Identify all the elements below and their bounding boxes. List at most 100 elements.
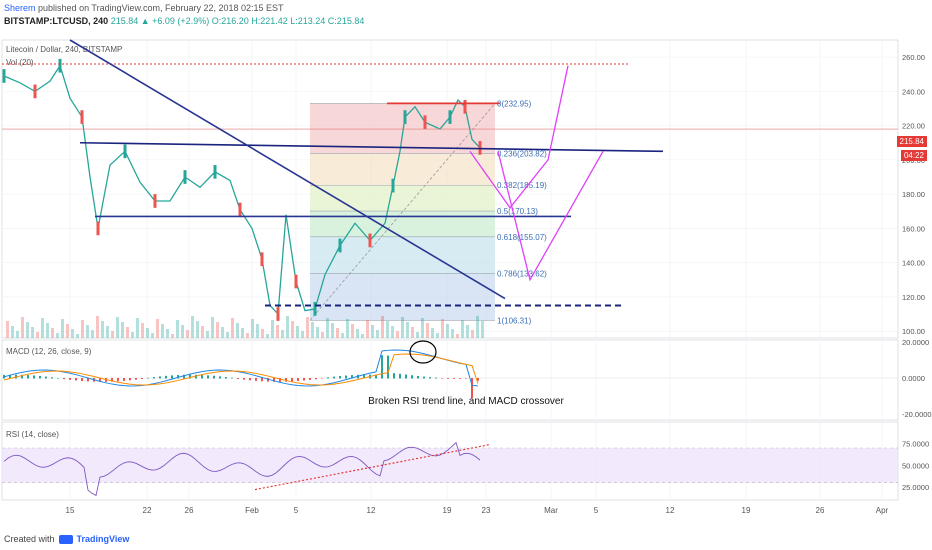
y-tick-label: 180.00 <box>902 190 925 199</box>
x-tick-label: 5 <box>294 506 299 515</box>
y-tick-label: 100.00 <box>902 327 925 336</box>
volume-bar <box>211 317 214 338</box>
volume-bar <box>431 328 434 338</box>
x-tick-label: 5 <box>594 506 599 515</box>
volume-bar <box>436 333 439 338</box>
volume-bar <box>286 316 289 338</box>
current-price-tag: 215.84 <box>896 136 927 147</box>
fib-zone <box>310 185 495 212</box>
volume-bar <box>341 333 344 338</box>
macd-histogram-bar <box>171 375 173 379</box>
volume-bar <box>421 318 424 338</box>
volume-bar <box>281 330 284 338</box>
volume-bar <box>401 317 404 338</box>
tradingview-link[interactable]: TradingView <box>76 534 130 544</box>
volume-bar <box>251 319 254 338</box>
volume-bar <box>441 319 444 338</box>
volume-bar <box>191 316 194 338</box>
volume-bar <box>416 332 419 338</box>
candle <box>448 110 452 124</box>
footer: Created with TradingView <box>4 534 129 544</box>
macd-histogram-bar <box>141 378 143 380</box>
x-tick-label: 19 <box>443 506 452 515</box>
macd-line <box>3 349 479 387</box>
volume-bar <box>136 318 139 338</box>
ticker-symbol[interactable]: BITSTAMP:LTCUSD, 240 <box>4 16 109 26</box>
volume-bar <box>351 324 354 338</box>
volume-bar <box>116 317 119 338</box>
volume-bar <box>16 331 19 338</box>
author-name[interactable]: Sherem <box>4 3 36 13</box>
rsi-band <box>2 448 898 483</box>
macd-histogram-bar <box>231 377 233 379</box>
macd-histogram-bar <box>9 374 11 379</box>
projection-arrow <box>497 151 604 282</box>
volume-bar <box>11 326 14 338</box>
volume-bar <box>106 326 109 338</box>
x-tick-label: Feb <box>245 506 259 515</box>
candle <box>313 302 317 316</box>
macd-histogram-bar <box>327 377 329 379</box>
macd-histogram-bar <box>111 378 113 382</box>
volume-bar <box>396 331 399 338</box>
macd-histogram-bar <box>135 378 137 380</box>
volume-bar <box>226 332 229 338</box>
rsi-y-tick: 75.0000 <box>902 440 929 449</box>
y-tick-label: 120.00 <box>902 293 925 302</box>
volume-bar <box>111 331 114 338</box>
volume-bar <box>271 320 274 338</box>
macd-histogram-bar <box>285 378 287 382</box>
macd-histogram-bar <box>201 374 203 379</box>
macd-histogram-bar <box>465 378 467 379</box>
macd-histogram-bar <box>291 378 293 382</box>
volume-bar <box>101 321 104 338</box>
candle <box>238 202 242 217</box>
macd-label: MACD (12, 26, close, 9) <box>6 347 92 356</box>
candle <box>2 69 6 83</box>
volume-bar <box>156 319 159 338</box>
candle <box>403 110 407 124</box>
volume-bar <box>386 321 389 338</box>
volume-bar <box>21 317 24 338</box>
volume-bar <box>331 323 334 338</box>
macd-histogram-bar <box>267 378 269 382</box>
macd-histogram-bar <box>363 374 365 379</box>
volume-bar <box>91 330 94 338</box>
y-tick-label: 260.00 <box>902 53 925 62</box>
volume-bar <box>461 320 464 338</box>
volume-bar <box>371 325 374 338</box>
candle <box>153 194 157 208</box>
fib-diagonal <box>309 103 496 321</box>
candle <box>294 274 298 289</box>
macd-histogram-bar <box>309 378 311 380</box>
macd-histogram-bar <box>333 376 335 379</box>
fib-level-label: 0.5(170.13) <box>497 207 538 216</box>
volume-bar <box>231 318 234 338</box>
volume-bar <box>266 334 269 338</box>
x-tick-label: Mar <box>544 506 558 515</box>
macd-histogram-bar <box>219 376 221 379</box>
volume-bar <box>276 325 279 338</box>
macd-histogram-bar <box>81 378 83 381</box>
volume-bar <box>361 334 364 338</box>
macd-histogram-bar <box>243 378 245 380</box>
macd-y-tick: -20.0000 <box>902 410 932 419</box>
macd-y-tick: 0.0000 <box>902 374 925 383</box>
tradingview-logo-icon <box>58 534 73 544</box>
macd-histogram-bar <box>249 378 251 381</box>
macd-histogram-bar <box>87 378 89 382</box>
volume-bar <box>311 322 314 338</box>
volume-bar <box>66 324 69 338</box>
volume-bar <box>166 329 169 338</box>
volume-bar <box>391 326 394 338</box>
macd-histogram-bar <box>471 378 473 399</box>
volume-bar <box>466 325 469 338</box>
support-line-upper <box>79 141 664 153</box>
fib-zone <box>310 273 495 321</box>
volume-bar <box>81 320 84 338</box>
macd-histogram-bar <box>339 376 341 379</box>
macd-histogram-bar <box>447 378 449 379</box>
candle <box>58 58 62 73</box>
macd-histogram-bar <box>351 375 353 379</box>
